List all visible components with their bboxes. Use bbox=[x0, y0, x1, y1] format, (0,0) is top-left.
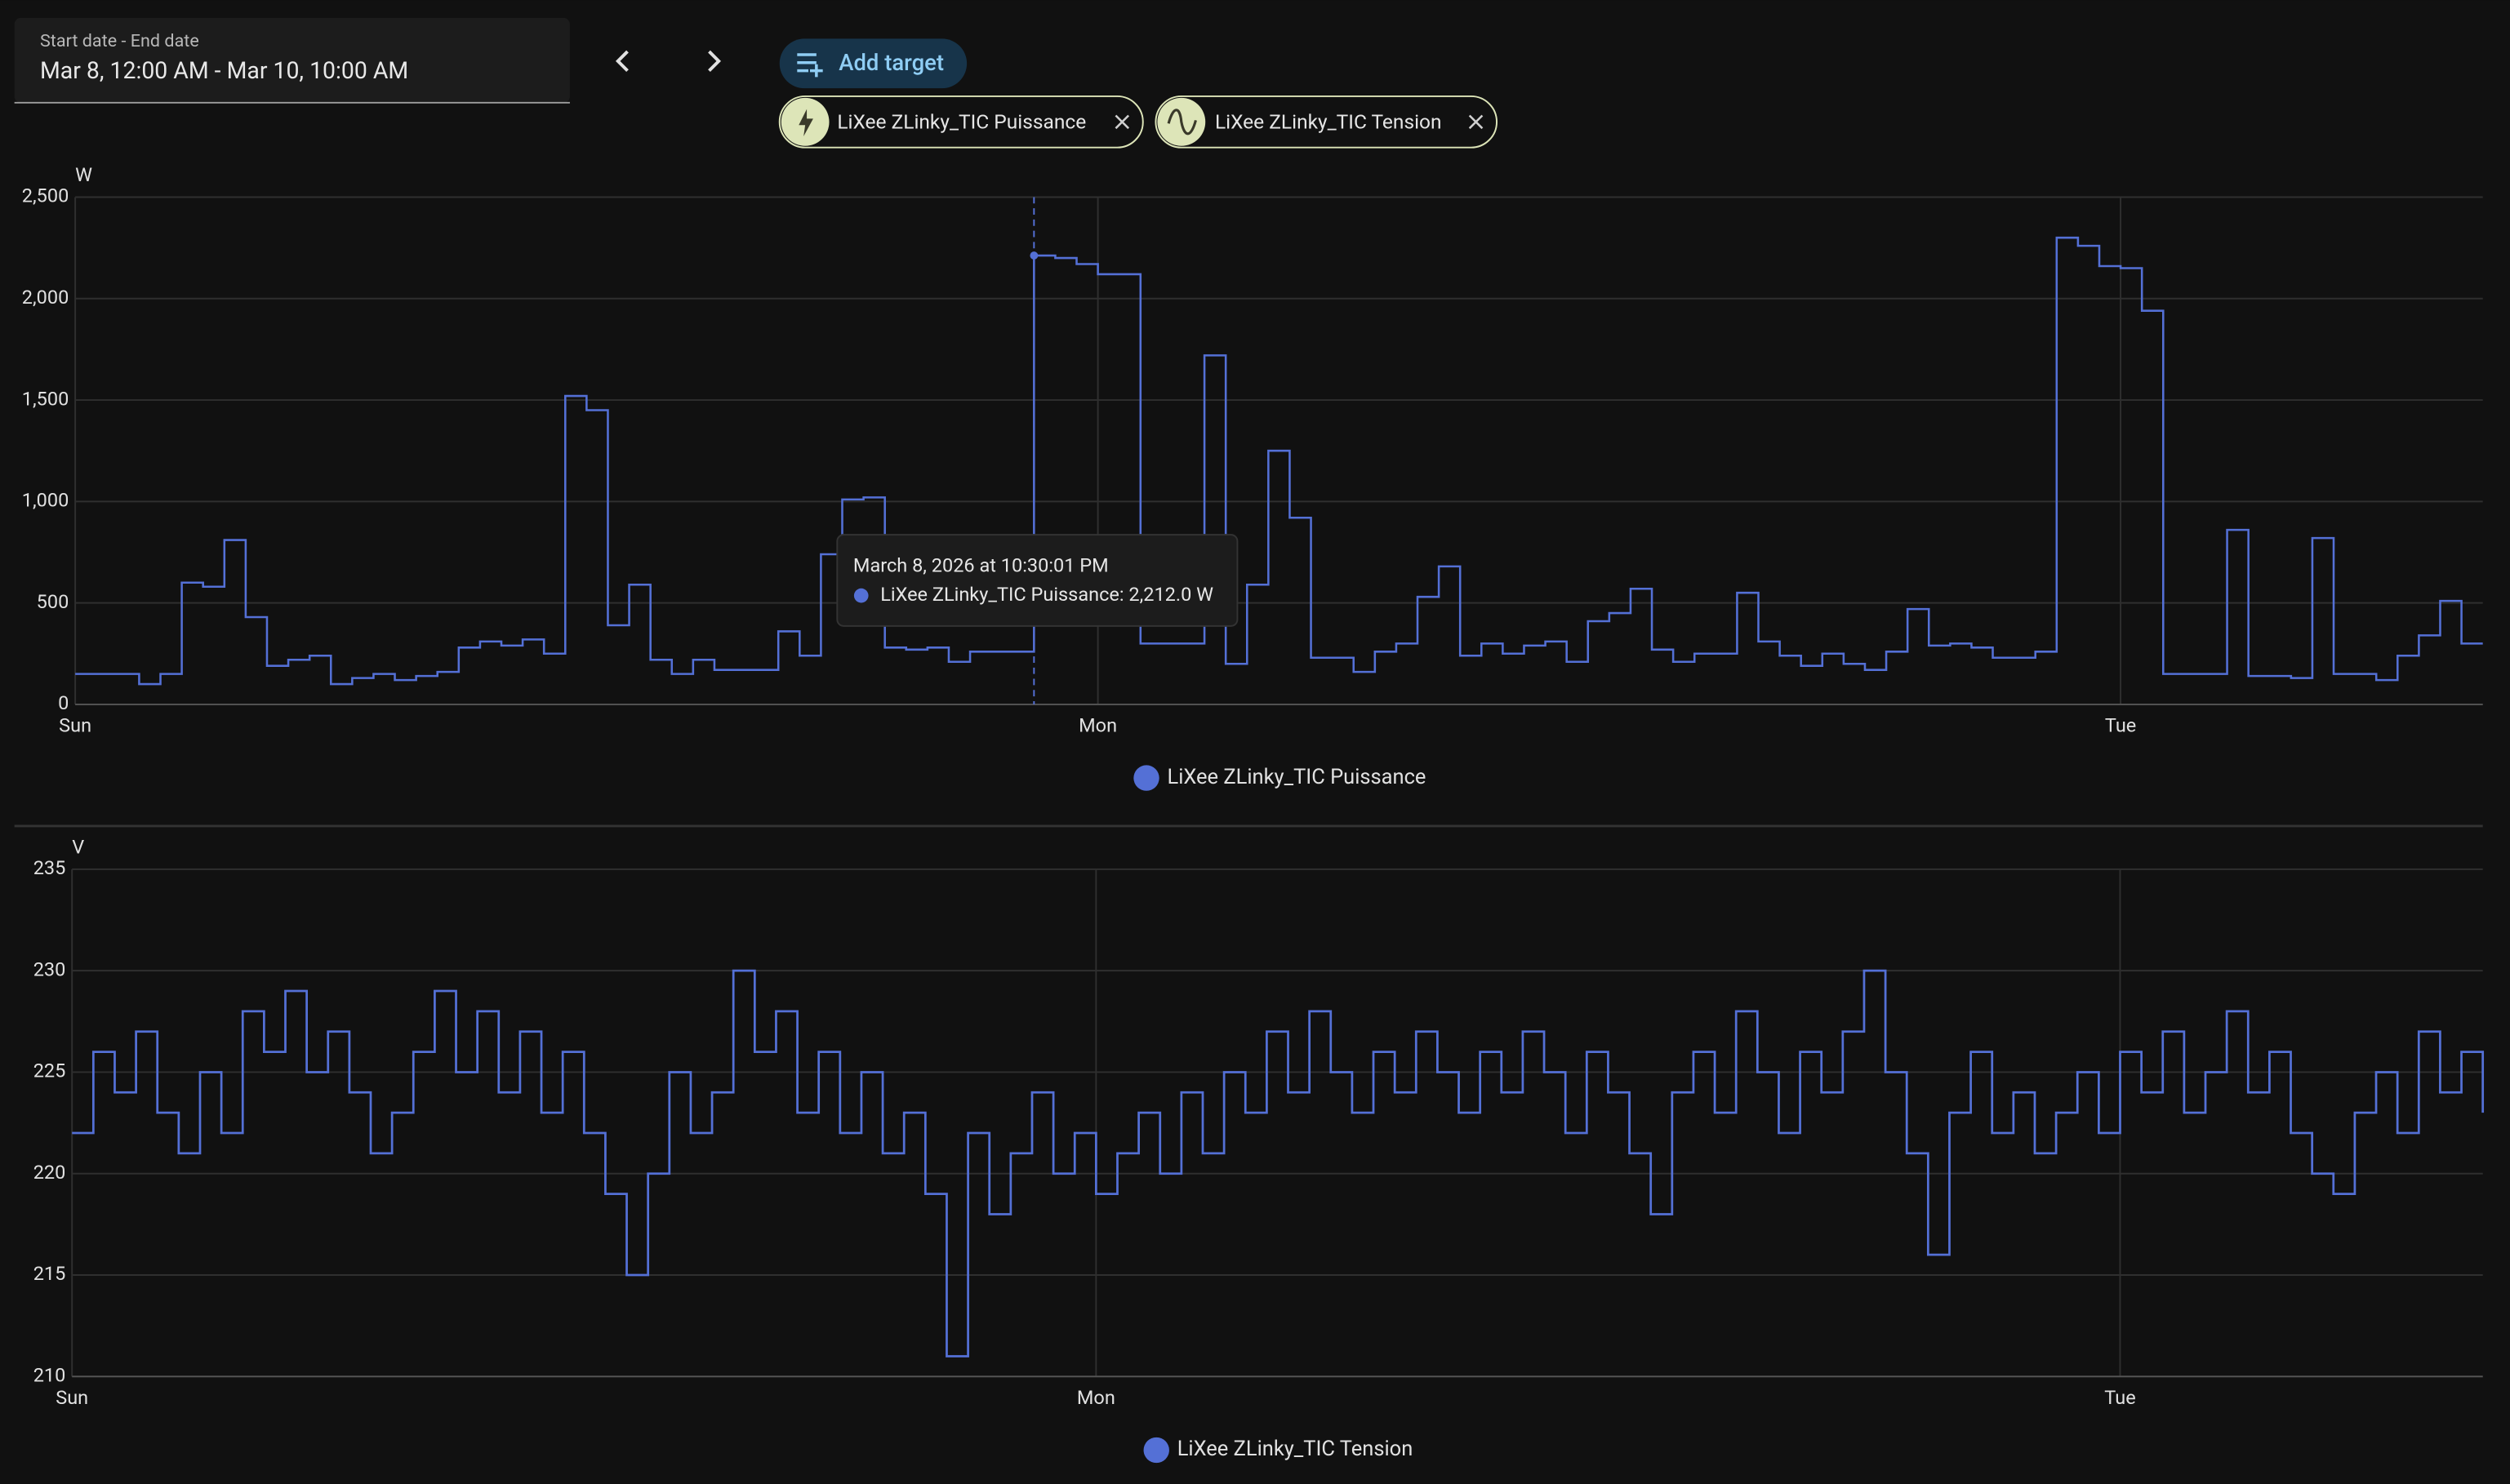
target-chip[interactable]: LiXee ZLinky_TIC Tension bbox=[1155, 95, 1498, 149]
tooltip-title: March 8, 2026 at 10:30:01 PM bbox=[853, 554, 1109, 577]
hover-point bbox=[1030, 251, 1039, 260]
y-tick-label: 235 bbox=[33, 856, 66, 879]
y-tick-label: 1,000 bbox=[22, 489, 69, 512]
next-button[interactable] bbox=[708, 50, 722, 72]
add-target-button[interactable]: Add target bbox=[779, 38, 968, 89]
chip-remove[interactable] bbox=[1115, 114, 1130, 130]
data-line bbox=[72, 969, 2485, 1357]
y-tick-label: 0 bbox=[58, 691, 69, 714]
y-tick-label: 215 bbox=[33, 1262, 66, 1285]
data-line bbox=[75, 236, 2483, 686]
tooltip: March 8, 2026 at 10:30:01 PM LiXee ZLinky… bbox=[836, 534, 1239, 627]
chip-label: LiXee ZLinky_TIC Puissance bbox=[837, 110, 1086, 134]
x-tick-label: Mon bbox=[1077, 1386, 1115, 1409]
prev-button[interactable] bbox=[615, 50, 629, 72]
button-label: Add target bbox=[839, 50, 944, 76]
tooltip-label: LiXee ZLinky_TIC Puissance: 2,212.0 W bbox=[880, 583, 1213, 606]
date-field[interactable] bbox=[14, 17, 570, 103]
x-tick-label: Sun bbox=[56, 1386, 88, 1409]
y-tick-label: 230 bbox=[33, 957, 66, 980]
x-tick-label: Tue bbox=[2105, 714, 2136, 737]
button-bg[interactable] bbox=[779, 38, 968, 89]
date-picker[interactable]: Start date - End date Mar 8, 12:00 AM - … bbox=[14, 17, 570, 104]
y-tick-label: 210 bbox=[33, 1364, 66, 1387]
y-tick-label: 500 bbox=[37, 590, 69, 613]
y-tick-label: 220 bbox=[33, 1161, 66, 1184]
legend-item: LiXee ZLinky_TIC Puissance bbox=[1133, 765, 1426, 791]
chip-border bbox=[778, 95, 1144, 149]
x-tick-label: Mon bbox=[1079, 714, 1117, 737]
legend-swatch bbox=[1143, 1437, 1169, 1464]
target-chip[interactable]: LiXee ZLinky_TIC Puissance bbox=[778, 95, 1144, 149]
wave-icon bbox=[1167, 109, 1197, 136]
chip-border bbox=[1155, 95, 1498, 149]
y-tick-label: 1,500 bbox=[22, 387, 69, 410]
chip-remove[interactable] bbox=[1468, 114, 1484, 130]
bolt-icon bbox=[799, 109, 813, 136]
y-tick-label: 225 bbox=[33, 1060, 66, 1082]
date-label: Start date - End date bbox=[40, 31, 199, 51]
legend-label: LiXee ZLinky_TIC Tension bbox=[1177, 1437, 1413, 1461]
y-axis-unit: W bbox=[75, 163, 92, 186]
legend-label: LiXee ZLinky_TIC Puissance bbox=[1168, 765, 1426, 789]
add-icon bbox=[797, 53, 823, 78]
chip-label: LiXee ZLinky_TIC Tension bbox=[1215, 110, 1442, 134]
legend-item: LiXee ZLinky_TIC Tension bbox=[1143, 1437, 1413, 1464]
y-axis-unit: V bbox=[72, 836, 84, 859]
tooltip-swatch bbox=[853, 588, 869, 603]
x-tick-label: Tue bbox=[2104, 1386, 2135, 1409]
x-tick-label: Sun bbox=[59, 714, 91, 737]
legend-swatch bbox=[1133, 765, 1159, 791]
y-tick-label: 2,500 bbox=[22, 184, 69, 207]
tooltip-bg bbox=[836, 534, 1239, 627]
date-value: Mar 8, 12:00 AM - Mar 10, 10:00 AM bbox=[40, 57, 408, 84]
y-tick-label: 2,000 bbox=[22, 286, 69, 309]
